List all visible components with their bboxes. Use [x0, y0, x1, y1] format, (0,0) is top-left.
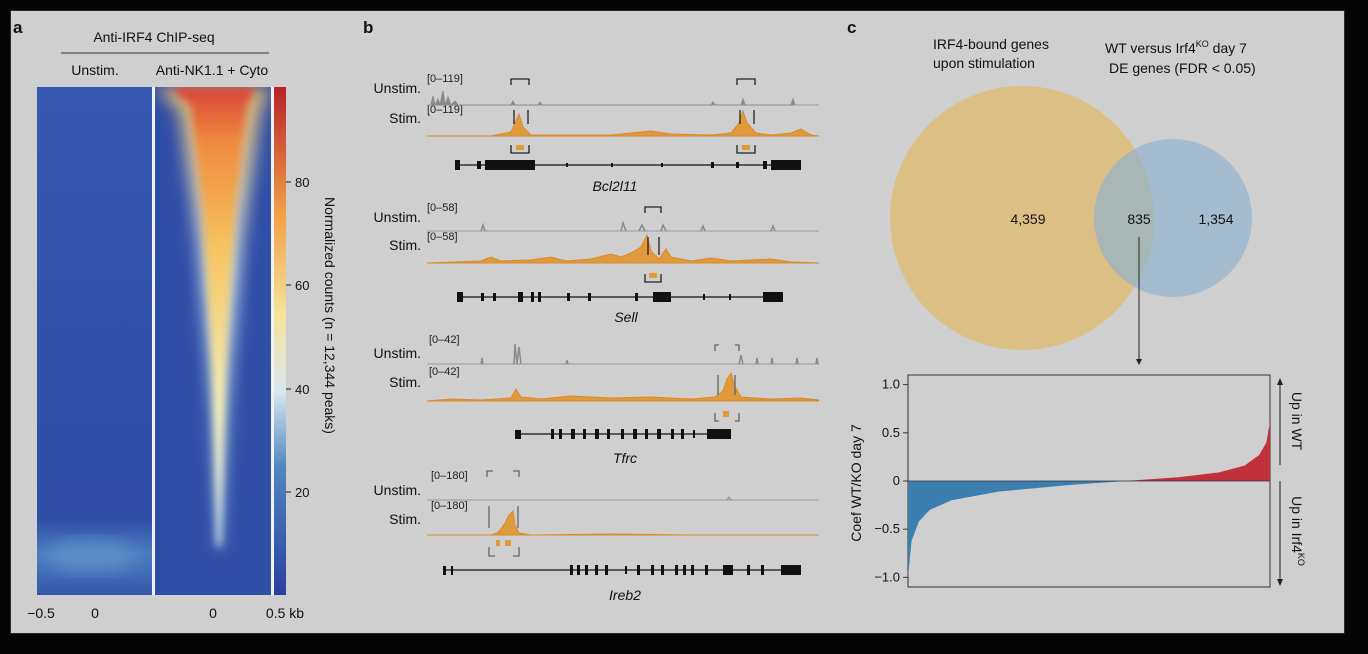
heatmap-separator [152, 87, 155, 595]
track-ireb2: Unstim. Stim. [0–180] [0–180] Ireb2 [374, 470, 819, 603]
col-label-stim: Anti-NK1.1 + Cyto [156, 62, 269, 78]
track4-stim-range: [0–180] [431, 500, 468, 512]
venn-right-label-2: DE genes (FDR < 0.05) [1109, 60, 1256, 76]
chip-seq-header: Anti-IRF4 ChIP-seq [93, 29, 214, 45]
x-tick-05kb: 0.5 kb [266, 605, 304, 621]
overlap-pointer-head [1136, 359, 1142, 365]
track4-unstim-label: Unstim. [374, 482, 421, 498]
panel-c-letter: c [847, 18, 856, 37]
track2-unstim-label: Unstim. [374, 209, 421, 225]
venn-circle-irf4-bound [890, 86, 1154, 350]
heatmap-stim-core [171, 87, 255, 546]
track2-unstim-range: [0–58] [427, 202, 458, 214]
colorbar-tick-80: 80 [295, 175, 309, 190]
y-tick-label: 0.5 [882, 425, 900, 440]
venn-count-right: 1,354 [1198, 211, 1233, 227]
up-ko-arrowhead [1277, 579, 1283, 586]
coef-plot: 1.0 0.5 0 −0.5 −1.0 Coef WT/KO day 7 Up in W… [848, 374, 1306, 588]
track-bcl2l11: Unstim. Stim. [0–119] [0–119] Bcl2l11 [374, 73, 820, 194]
venn-right-label-1: WT versus Irf4KO day 7 [1105, 39, 1247, 56]
x-tick-0-right: 0 [209, 605, 217, 621]
coef-plot-ylabel: Coef WT/KO day 7 [848, 424, 864, 542]
coef-negative-area [908, 481, 1126, 578]
venn-count-left: 4,359 [1010, 211, 1045, 227]
track3-stim-label: Stim. [389, 374, 421, 390]
track1-unstim-label: Unstim. [374, 80, 421, 96]
heatmap-edge [271, 87, 274, 595]
gene-label-sell: Sell [614, 309, 638, 325]
figure-frame: a Anti-IRF4 ChIP-seq Unstim. Anti-NK1.1 … [10, 10, 1345, 634]
venn-left-label-2: upon stimulation [933, 55, 1035, 71]
gene-label-ireb2: Ireb2 [609, 587, 641, 603]
track1-stim-label: Stim. [389, 110, 421, 126]
track3-unstim-range: [0–42] [429, 334, 460, 346]
gene-label-bcl2l11: Bcl2l11 [593, 178, 638, 194]
x-tick-neg05: −0.5 [27, 605, 55, 621]
col-label-unstim: Unstim. [71, 62, 118, 78]
up-wt-arrowhead [1277, 378, 1283, 385]
coef-plot-y-ticks: 1.0 0.5 0 −0.5 −1.0 [874, 377, 908, 584]
y-tick-label: −0.5 [874, 521, 900, 536]
panel-b: b Unstim. Stim. [0–119] [0–119] [363, 18, 820, 603]
track3-stim-range: [0–42] [429, 366, 460, 378]
colorbar-label: Normalized counts (n = 12,344 peaks) [322, 197, 338, 434]
x-tick-0-left: 0 [91, 605, 99, 621]
panel-a: a Anti-IRF4 ChIP-seq Unstim. Anti-NK1.1 … [13, 18, 338, 621]
figure: a Anti-IRF4 ChIP-seq Unstim. Anti-NK1.1 … [13, 18, 1306, 621]
track2-stim-label: Stim. [389, 237, 421, 253]
venn-count-overlap: 835 [1127, 211, 1151, 227]
track4-stim-label: Stim. [389, 511, 421, 527]
track1-unstim-range: [0–119] [427, 73, 463, 85]
heatmap-unstim-signal [46, 538, 136, 574]
panel-a-letter: a [13, 18, 23, 37]
colorbar-tick-20: 20 [295, 485, 309, 500]
y-tick-label: 0 [893, 473, 900, 488]
colorbar-ticks: 80 60 40 20 [286, 175, 309, 500]
track2-stim-range: [0–58] [427, 231, 458, 243]
colorbar [274, 87, 286, 595]
up-in-irf4ko-label: Up in Irf4KO [1289, 496, 1306, 566]
panel-c: c IRF4-bound genes upon stimulation WT v… [847, 18, 1306, 588]
colorbar-tick-40: 40 [295, 382, 309, 397]
venn-left-label-1: IRF4-bound genes [933, 36, 1049, 52]
coef-positive-area [1125, 421, 1270, 481]
up-in-wt-label: Up in WT [1289, 392, 1305, 451]
colorbar-tick-60: 60 [295, 278, 309, 293]
track3-unstim-label: Unstim. [374, 345, 421, 361]
gene-label-tfrc: Tfrc [613, 450, 637, 466]
heatmap-unstim [37, 87, 152, 595]
track-tfrc: Unstim. Stim. [0–42] [0–42] Tfrc [374, 334, 820, 466]
panel-b-letter: b [363, 18, 373, 37]
venn-circle-de-genes [1094, 139, 1252, 297]
y-tick-label: 1.0 [882, 377, 900, 392]
track-sell: Unstim. Stim. [0–58] [0–58] Sell [374, 202, 820, 325]
track1-stim-range: [0–119] [427, 104, 463, 116]
y-tick-label: −1.0 [874, 569, 900, 584]
track4-unstim-range: [0–180] [431, 470, 468, 482]
